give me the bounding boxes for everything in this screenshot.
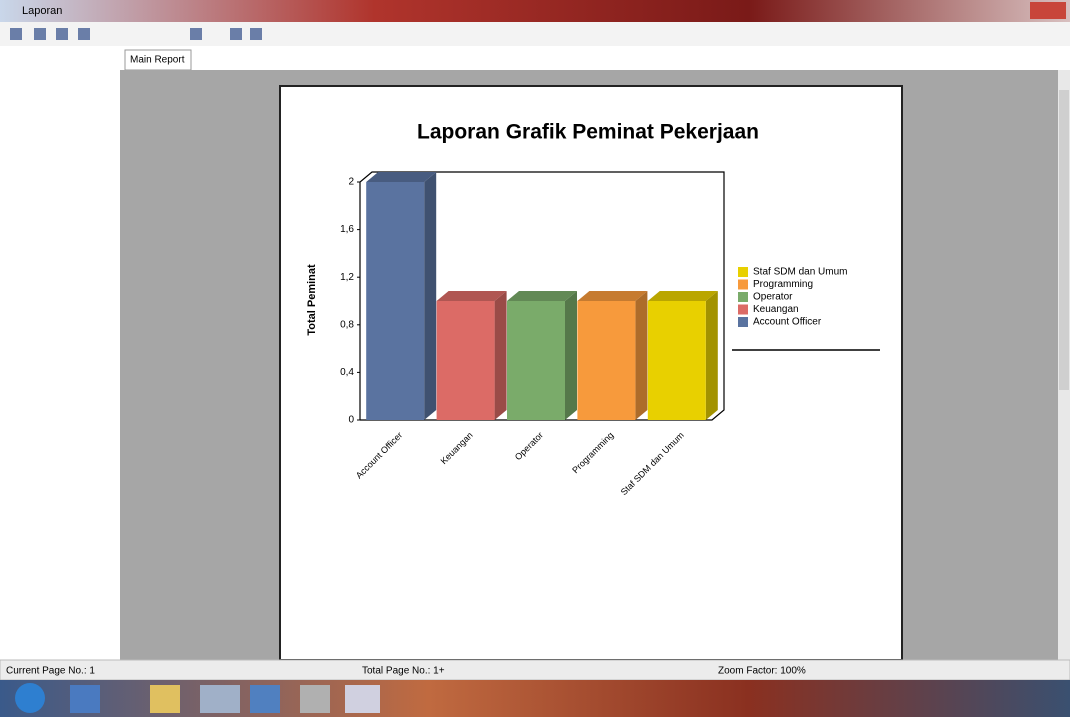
y-tick-label: 0	[348, 415, 354, 426]
status-zoom: Zoom Factor: 100%	[718, 666, 806, 677]
bar-top	[366, 172, 436, 182]
toolbar	[0, 22, 1070, 46]
bar	[648, 301, 706, 420]
legend-label: Account Officer	[753, 317, 822, 328]
group-tree	[0, 46, 120, 660]
page: Laporan Main Report Laporan Grafik Pemin…	[0, 0, 1070, 717]
title-bar	[0, 0, 1070, 22]
bar	[577, 301, 635, 420]
bar-top	[507, 291, 577, 301]
y-tick-label: 1,6	[340, 224, 354, 235]
legend-swatch	[738, 292, 748, 302]
legend-swatch	[738, 267, 748, 277]
close-button[interactable]	[1030, 2, 1066, 19]
scroll-thumb[interactable]	[1059, 90, 1069, 390]
status-page: Current Page No.: 1	[6, 666, 95, 677]
y-tick-label: 1,2	[340, 272, 354, 283]
window-title: Laporan	[22, 5, 62, 17]
bar-top	[648, 291, 718, 301]
bar	[437, 301, 495, 420]
bar-side	[495, 291, 507, 420]
legend-label: Keuangan	[753, 304, 799, 315]
bar	[507, 301, 565, 420]
y-axis-label: Total Peminat	[306, 264, 318, 336]
legend-label: Programming	[753, 279, 813, 290]
bar-top	[577, 291, 647, 301]
status-bar	[0, 660, 1070, 680]
legend-label: Staf SDM dan Umum	[753, 267, 847, 278]
y-tick-label: 0,4	[340, 367, 354, 378]
screen: Laporan Main Report Laporan Grafik Pemin…	[0, 0, 1070, 717]
legend-swatch	[738, 317, 748, 327]
y-tick-label: 2	[348, 177, 354, 188]
legend-label: Operator	[753, 292, 793, 303]
legend-swatch	[738, 280, 748, 290]
bar	[366, 182, 424, 420]
chart-title: Laporan Grafik Peminat Pekerjaan	[417, 121, 759, 144]
status-total: Total Page No.: 1+	[362, 666, 445, 677]
tab-label: Main Report	[130, 55, 185, 66]
bar-top	[437, 291, 507, 301]
bar-side	[565, 291, 577, 420]
y-tick-label: 0,8	[340, 319, 354, 330]
bar-side	[635, 291, 647, 420]
bar-side	[706, 291, 718, 420]
bar-side	[424, 172, 436, 420]
legend-swatch	[738, 305, 748, 315]
